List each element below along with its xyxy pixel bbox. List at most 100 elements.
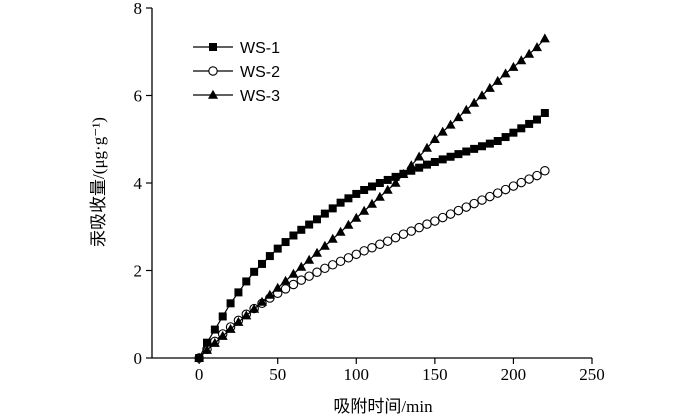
data-point-ws-1 [273,244,282,253]
data-point-ws-2 [540,166,550,176]
data-point-ws-1 [383,175,392,184]
data-point-ws-1 [344,194,353,203]
data-point-ws-1 [438,155,447,164]
data-point-ws-2 [485,191,495,202]
data-point-ws-1 [470,144,479,153]
data-point-ws-1 [430,158,439,166]
data-point-ws-3 [335,226,346,236]
data-point-ws-2 [453,205,464,216]
data-point-ws-2 [516,177,527,188]
data-point-ws-2 [445,209,456,219]
data-point-ws-1 [250,267,259,276]
data-point-ws-1 [226,299,235,308]
x-axis-title: 吸附时间/min [333,397,433,416]
legend-label-ws-3: WS-3 [240,88,280,105]
data-point-ws-2 [524,174,534,184]
data-point-ws-3 [390,177,401,187]
data-point-ws-3 [304,254,315,264]
data-point-ws-3 [524,48,535,58]
data-point-ws-3 [453,112,464,122]
data-point-ws-2 [532,170,542,181]
data-point-ws-3 [398,169,409,179]
data-point-ws-3 [382,184,393,194]
y-tick-label: 2 [134,262,143,281]
data-point-ws-2 [335,256,346,267]
data-point-ws-1 [525,119,534,128]
data-point-ws-1 [415,163,424,172]
data-point-ws-1 [501,133,510,142]
data-point-ws-2 [382,236,393,246]
data-point-ws-3 [422,142,432,152]
data-point-ws-3 [351,212,362,222]
data-point-ws-2 [296,275,307,285]
data-point-ws-1 [493,137,502,145]
data-point-ws-1 [281,238,290,247]
data-point-ws-3 [343,219,354,229]
data-point-ws-2 [414,222,424,233]
data-point-ws-2 [359,246,369,256]
series-ws-1 [195,109,549,362]
legend-entry-ws-2: WS-2 [193,64,280,81]
data-point-ws-3 [477,90,487,100]
data-point-ws-2 [477,195,487,205]
data-point-ws-2 [320,263,330,274]
data-point-ws-1 [305,220,314,229]
data-point-ws-2 [390,232,401,243]
data-point-ws-3 [209,337,220,347]
data-point-ws-3 [194,352,205,362]
data-point-ws-1 [485,139,494,148]
data-point-ws-3 [257,296,267,306]
data-point-ws-3 [359,205,370,215]
data-point-ws-1 [242,277,251,286]
data-point-ws-3 [272,282,283,292]
data-point-ws-3 [241,310,252,320]
data-point-ws-3 [508,61,519,71]
y-tick-label: 4 [134,174,143,193]
data-point-ws-1 [328,204,337,213]
data-point-ws-1 [368,182,376,191]
series-layer [194,33,550,363]
data-point-ws-1 [234,288,243,297]
data-point-ws-1 [423,160,431,169]
data-point-ws-1 [360,186,369,194]
data-point-ws-3 [516,55,527,65]
data-point-ws-2 [469,198,479,209]
data-point-ws-2 [430,216,440,226]
data-point-ws-2 [492,188,503,198]
legend-label-ws-1: WS-1 [240,40,280,57]
data-point-ws-2 [304,271,314,281]
data-point-ws-1 [352,189,361,198]
data-point-ws-3 [233,316,244,326]
data-point-ws-3 [406,160,417,170]
data-point-ws-3 [288,268,299,278]
data-point-ws-1 [509,128,518,137]
data-point-ws-1 [454,150,463,159]
legend: WS-1 WS-2 WS-3 [193,40,280,105]
data-point-ws-3 [225,323,236,333]
data-point-ws-3 [484,82,495,92]
legend-entry-ws-1: WS-1 [193,40,280,57]
data-point-ws-1 [533,115,541,124]
data-point-ws-2 [327,260,338,270]
data-point-ws-3 [217,330,228,340]
x-tick-label: 0 [195,365,204,384]
data-point-ws-2 [406,226,417,236]
data-point-ws-2 [280,284,291,294]
data-point-ws-3 [437,126,448,136]
data-point-ws-1 [265,252,274,261]
data-point-ws-2 [500,184,511,195]
data-point-ws-1 [336,198,345,207]
data-point-ws-3 [280,275,291,285]
axes: 0 50 100 150 200 250 0 2 4 6 8 [134,0,605,384]
data-point-ws-1 [462,147,471,156]
data-point-ws-3 [296,261,307,271]
x-tick-label: 100 [344,365,370,384]
data-point-ws-3 [429,134,440,144]
data-point-ws-1 [289,231,298,240]
data-point-ws-2 [343,253,354,263]
data-point-ws-1 [218,312,227,321]
x-tick-label: 50 [269,365,286,384]
data-point-ws-1 [320,209,329,218]
x-tick-label: 150 [422,365,448,384]
